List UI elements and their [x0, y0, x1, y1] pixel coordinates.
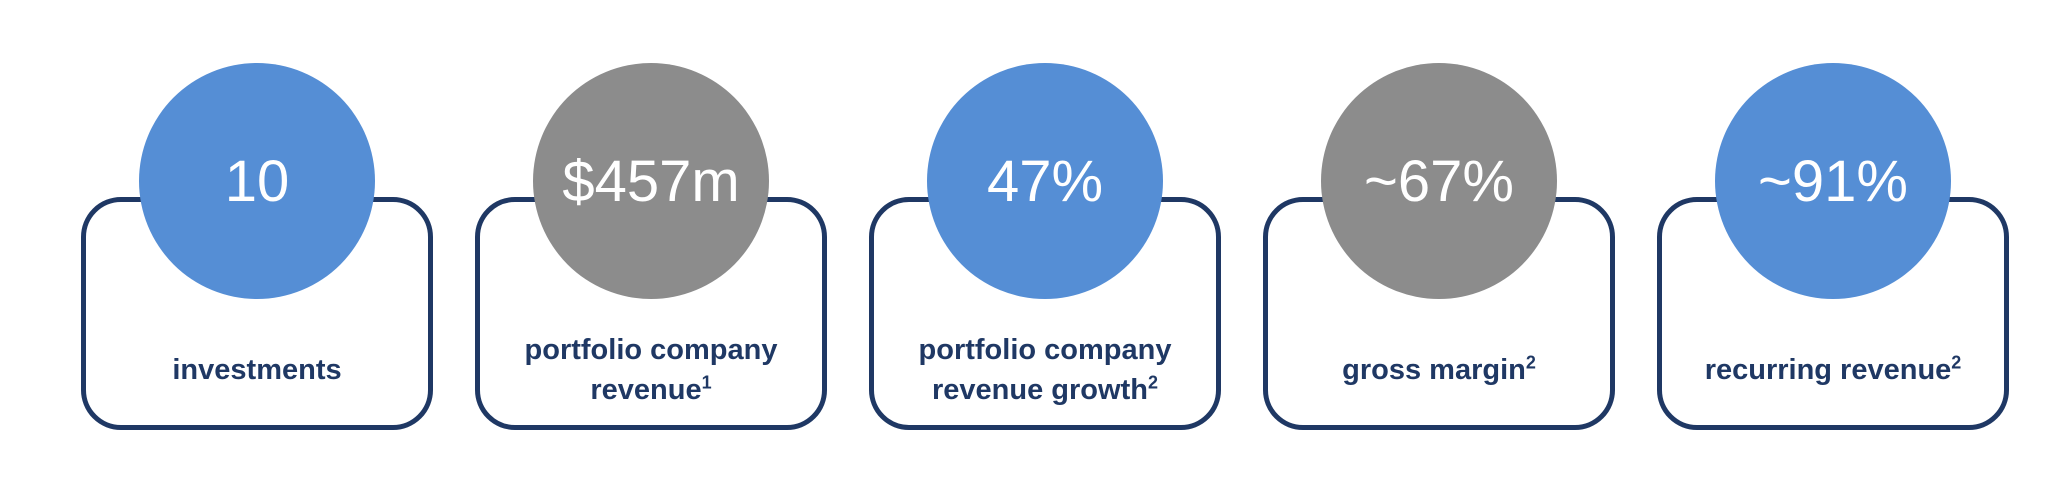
- label-main: portfolio company revenue: [524, 334, 778, 406]
- label-main: recurring revenue: [1704, 354, 1952, 386]
- value-circle: ~67%: [1321, 63, 1557, 299]
- card-label: portfolio company revenue1: [475, 310, 827, 430]
- label-main: investments: [172, 354, 342, 386]
- footnote-marker: 2: [1951, 352, 1962, 373]
- card-label: gross margin2: [1263, 310, 1615, 430]
- label-text: portfolio company revenue1: [503, 330, 799, 410]
- label-text: gross margin2: [1342, 350, 1536, 390]
- value-circle: ~91%: [1715, 63, 1951, 299]
- label-text: portfolio company revenue growth2: [897, 330, 1193, 410]
- card-label: recurring revenue2: [1657, 310, 2009, 430]
- footnote-marker: 2: [1147, 372, 1158, 393]
- card-frame: [1263, 197, 1615, 430]
- value-circle: 10: [139, 63, 375, 299]
- card-label: investments: [81, 310, 433, 430]
- label-main: portfolio company revenue growth: [918, 334, 1172, 406]
- label-main: gross margin: [1342, 354, 1526, 386]
- footnote-marker: 1: [701, 372, 712, 393]
- card-label: portfolio company revenue growth2: [869, 310, 1221, 430]
- card-frame: [1657, 197, 2009, 430]
- label-text: investments: [172, 350, 341, 390]
- value-circle: $457m: [533, 63, 769, 299]
- label-text: recurring revenue2: [1705, 350, 1962, 390]
- footnote-marker: 2: [1525, 352, 1536, 373]
- value-circle: 47%: [927, 63, 1163, 299]
